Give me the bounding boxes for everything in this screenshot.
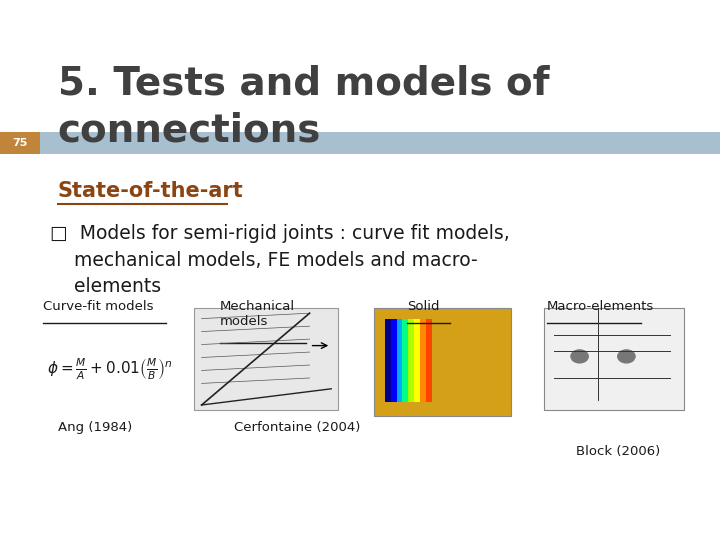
FancyBboxPatch shape xyxy=(426,319,432,402)
Text: Block (2006): Block (2006) xyxy=(576,446,660,458)
FancyBboxPatch shape xyxy=(374,308,511,416)
Text: Ang (1984): Ang (1984) xyxy=(58,421,132,434)
Circle shape xyxy=(618,350,635,363)
Text: Mechanical
models: Mechanical models xyxy=(220,300,294,328)
FancyBboxPatch shape xyxy=(194,308,338,410)
Text: Solid: Solid xyxy=(407,300,439,313)
FancyBboxPatch shape xyxy=(0,132,720,154)
Circle shape xyxy=(571,350,588,363)
FancyBboxPatch shape xyxy=(420,319,426,402)
FancyBboxPatch shape xyxy=(391,319,397,402)
Text: mechanical models, FE models and macro-: mechanical models, FE models and macro- xyxy=(50,251,478,270)
Text: State-of-the-art: State-of-the-art xyxy=(58,181,243,201)
FancyBboxPatch shape xyxy=(0,132,40,154)
Text: Cerfontaine (2004): Cerfontaine (2004) xyxy=(234,421,361,434)
Text: □  Models for semi-rigid joints : curve fit models,: □ Models for semi-rigid joints : curve f… xyxy=(50,224,510,243)
Text: 5. Tests and models of
connections: 5. Tests and models of connections xyxy=(58,65,549,150)
Text: Curve-fit models: Curve-fit models xyxy=(43,300,153,313)
Text: Macro-elements: Macro-elements xyxy=(547,300,654,313)
FancyBboxPatch shape xyxy=(408,319,415,402)
FancyBboxPatch shape xyxy=(414,319,420,402)
FancyBboxPatch shape xyxy=(402,319,409,402)
FancyBboxPatch shape xyxy=(397,319,403,402)
Text: elements: elements xyxy=(50,277,161,296)
FancyBboxPatch shape xyxy=(385,319,392,402)
FancyBboxPatch shape xyxy=(544,308,684,410)
Text: 75: 75 xyxy=(12,138,27,148)
Text: $\phi = \frac{M}{A} + 0.01\left(\frac{M}{B}\right)^n$: $\phi = \frac{M}{A} + 0.01\left(\frac{M}… xyxy=(47,356,172,382)
